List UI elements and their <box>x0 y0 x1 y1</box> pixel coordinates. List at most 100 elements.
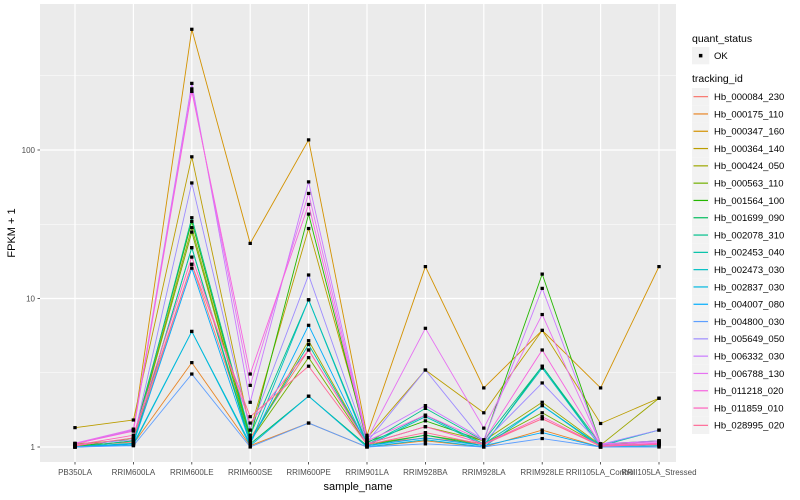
data-point <box>598 386 603 390</box>
legend-label-Hb_001699_090: Hb_001699_090 <box>714 213 784 224</box>
data-point <box>306 191 311 196</box>
data-point <box>248 442 252 446</box>
data-point <box>306 339 311 343</box>
legend-label-Hb_000175_110: Hb_000175_110 <box>714 109 784 120</box>
data-point <box>423 442 428 446</box>
y-axis-title: FPKM + 1 <box>6 208 18 257</box>
x-tick-label: RRII105LA_Stressed <box>621 468 696 477</box>
data-point <box>190 230 194 234</box>
data-point <box>306 421 311 425</box>
legend-label-Hb_004007_080: Hb_004007_080 <box>714 300 784 311</box>
x-tick-label: RRII105LA_Control <box>566 468 636 477</box>
data-point <box>540 411 544 415</box>
data-point <box>423 406 428 410</box>
legend-label-Hb_000084_230: Hb_000084_230 <box>714 92 784 103</box>
data-point <box>540 364 544 368</box>
legend-label-Hb_002453_040: Hb_002453_040 <box>714 248 784 259</box>
data-point <box>423 413 428 417</box>
data-point <box>423 425 428 429</box>
data-point <box>131 418 136 422</box>
data-point <box>365 433 369 437</box>
data-point <box>131 427 136 431</box>
data-point <box>306 202 311 207</box>
data-point <box>482 411 486 415</box>
legend-label-Hb_000347_160: Hb_000347_160 <box>714 127 784 138</box>
data-point <box>131 442 136 446</box>
data-point <box>190 155 194 159</box>
data-point <box>248 436 252 440</box>
data-point <box>248 400 252 404</box>
data-point <box>190 27 194 31</box>
legend-label-Hb_011859_010: Hb_011859_010 <box>714 403 784 414</box>
data-point <box>248 433 252 437</box>
data-point <box>540 348 544 352</box>
data-point <box>131 429 136 433</box>
chart-area: 1 10 100 PB350LA RRIM600LA RRIM600LE RRIM600SE… <box>22 4 697 477</box>
y-tick-label: 100 <box>22 146 36 155</box>
data-point <box>190 372 194 376</box>
legend-label-Hb_002837_030: Hb_002837_030 <box>714 282 784 293</box>
data-point <box>306 323 311 327</box>
data-point <box>657 428 661 432</box>
data-point <box>540 381 544 385</box>
data-point <box>540 286 544 290</box>
data-point <box>540 328 544 332</box>
data-point <box>423 419 428 423</box>
data-point <box>190 87 194 91</box>
x-tick-label: RRIM928LA <box>462 468 506 477</box>
data-point <box>190 181 194 185</box>
data-point <box>423 433 428 437</box>
data-point <box>423 264 428 269</box>
data-point <box>657 264 661 269</box>
data-point <box>306 273 311 277</box>
data-point <box>423 326 428 330</box>
data-point <box>190 246 194 250</box>
y-tick-label: 10 <box>26 295 35 304</box>
data-point <box>306 180 311 184</box>
data-point <box>190 89 194 94</box>
data-point <box>540 428 544 432</box>
panel-background <box>40 4 676 462</box>
legend-label-Hb_000424_050: Hb_000424_050 <box>714 161 784 172</box>
data-point <box>306 138 311 142</box>
data-point <box>365 442 369 447</box>
data-point <box>365 445 369 449</box>
x-axis-title: sample_name <box>323 481 392 493</box>
data-point <box>190 255 194 259</box>
data-point <box>190 262 194 266</box>
data-point <box>190 361 194 365</box>
legend-label-Hb_028995_020: Hb_028995_020 <box>714 421 784 432</box>
data-point <box>540 436 544 441</box>
data-point <box>423 368 428 372</box>
data-point <box>190 329 194 334</box>
data-point <box>423 431 428 435</box>
data-point <box>306 394 311 398</box>
data-point <box>482 439 486 443</box>
data-point <box>73 426 77 430</box>
data-point <box>657 396 661 400</box>
x-tick-label: RRIM901LA <box>345 468 389 477</box>
legend-label-Hb_005649_050: Hb_005649_050 <box>714 334 784 345</box>
data-point <box>306 364 311 368</box>
data-point <box>657 445 661 449</box>
data-point <box>482 386 486 390</box>
legend-label-Hb_006788_130: Hb_006788_130 <box>714 369 784 380</box>
data-point <box>248 383 252 387</box>
data-point <box>131 433 136 437</box>
legend-label-Hb_002473_030: Hb_002473_030 <box>714 265 784 276</box>
data-point <box>248 439 252 443</box>
data-point <box>190 81 194 85</box>
legend-label-Hb_000563_110: Hb_000563_110 <box>714 178 784 189</box>
data-point <box>306 212 311 216</box>
legend-label-ok: OK <box>714 51 728 62</box>
data-point <box>423 436 428 440</box>
x-tick-label: RRIM928BA <box>403 468 448 477</box>
data-point <box>540 415 544 419</box>
data-point <box>306 342 311 347</box>
x-tick-label: RRIM600PE <box>286 468 330 477</box>
data-point <box>190 216 194 220</box>
x-tick-label: RRIM600SE <box>228 468 272 477</box>
data-point <box>598 421 603 426</box>
data-point <box>657 442 661 447</box>
data-point <box>598 444 603 448</box>
